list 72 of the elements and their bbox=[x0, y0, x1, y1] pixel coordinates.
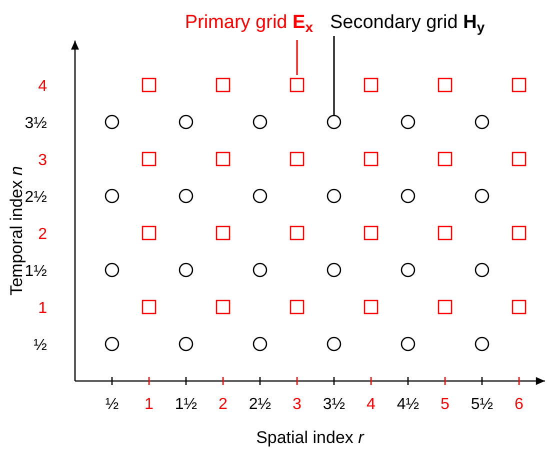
x-tick-label: 3 bbox=[292, 396, 302, 413]
x-tick-label: 6 bbox=[514, 396, 524, 413]
point bbox=[326, 188, 342, 204]
point bbox=[364, 300, 378, 314]
point bbox=[104, 188, 120, 204]
point bbox=[104, 114, 120, 130]
point bbox=[400, 336, 416, 352]
point bbox=[290, 152, 304, 166]
x-tick-label: 2½ bbox=[248, 396, 272, 413]
point bbox=[290, 226, 304, 240]
y-tick-label: 3 bbox=[38, 152, 48, 169]
point bbox=[512, 152, 526, 166]
x-tick-label: 4½ bbox=[396, 396, 420, 413]
point bbox=[474, 114, 490, 130]
annotation: Primary grid E$_{x}$ bbox=[184, 12, 314, 36]
point bbox=[512, 226, 526, 240]
y-tick-label: 1 bbox=[38, 300, 48, 317]
point bbox=[104, 262, 120, 278]
point bbox=[142, 78, 156, 92]
point bbox=[252, 114, 268, 130]
point bbox=[142, 300, 156, 314]
point bbox=[216, 300, 230, 314]
x-tick-label: 2 bbox=[218, 396, 228, 413]
point bbox=[290, 300, 304, 314]
point bbox=[216, 78, 230, 92]
point bbox=[290, 78, 304, 92]
point bbox=[364, 226, 378, 240]
x-tick-label: 3½ bbox=[322, 396, 346, 413]
point bbox=[438, 226, 452, 240]
point bbox=[474, 262, 490, 278]
point bbox=[178, 336, 194, 352]
point bbox=[326, 114, 342, 130]
x-tick-label: 4 bbox=[366, 396, 376, 413]
point bbox=[178, 188, 194, 204]
point bbox=[104, 336, 120, 352]
y-tick-label: 4 bbox=[38, 78, 48, 95]
point bbox=[474, 336, 490, 352]
x-tick-label: ½ bbox=[105, 396, 119, 413]
point bbox=[400, 114, 416, 130]
x-tick-label: 1 bbox=[144, 396, 154, 413]
point bbox=[326, 336, 342, 352]
point bbox=[438, 300, 452, 314]
point bbox=[216, 226, 230, 240]
point bbox=[252, 262, 268, 278]
point bbox=[438, 78, 452, 92]
point bbox=[438, 152, 452, 166]
point bbox=[364, 152, 378, 166]
point bbox=[142, 152, 156, 166]
point bbox=[142, 226, 156, 240]
x-tick-label: 5 bbox=[440, 396, 450, 413]
y-tick-label: ½ bbox=[34, 337, 47, 354]
y-tick-label: 2 bbox=[38, 226, 48, 243]
y-tick-label: 2½ bbox=[24, 189, 47, 206]
point bbox=[364, 78, 378, 92]
point bbox=[216, 152, 230, 166]
x-tick-label: 1½ bbox=[174, 396, 198, 413]
point bbox=[512, 300, 526, 314]
point bbox=[326, 262, 342, 278]
x-axis-title: Spatial index r bbox=[256, 428, 366, 447]
point bbox=[400, 188, 416, 204]
y-tick-label: 1½ bbox=[24, 263, 47, 280]
point bbox=[178, 262, 194, 278]
y-tick-label: 3½ bbox=[24, 115, 47, 132]
y-axis-title: Temporal index n bbox=[7, 166, 26, 296]
point bbox=[474, 188, 490, 204]
point bbox=[252, 336, 268, 352]
x-tick-label: 5½ bbox=[470, 396, 494, 413]
point bbox=[178, 114, 194, 130]
point bbox=[512, 78, 526, 92]
annotation: Secondary grid H$_{y}$ bbox=[330, 12, 485, 36]
point bbox=[400, 262, 416, 278]
point bbox=[252, 188, 268, 204]
